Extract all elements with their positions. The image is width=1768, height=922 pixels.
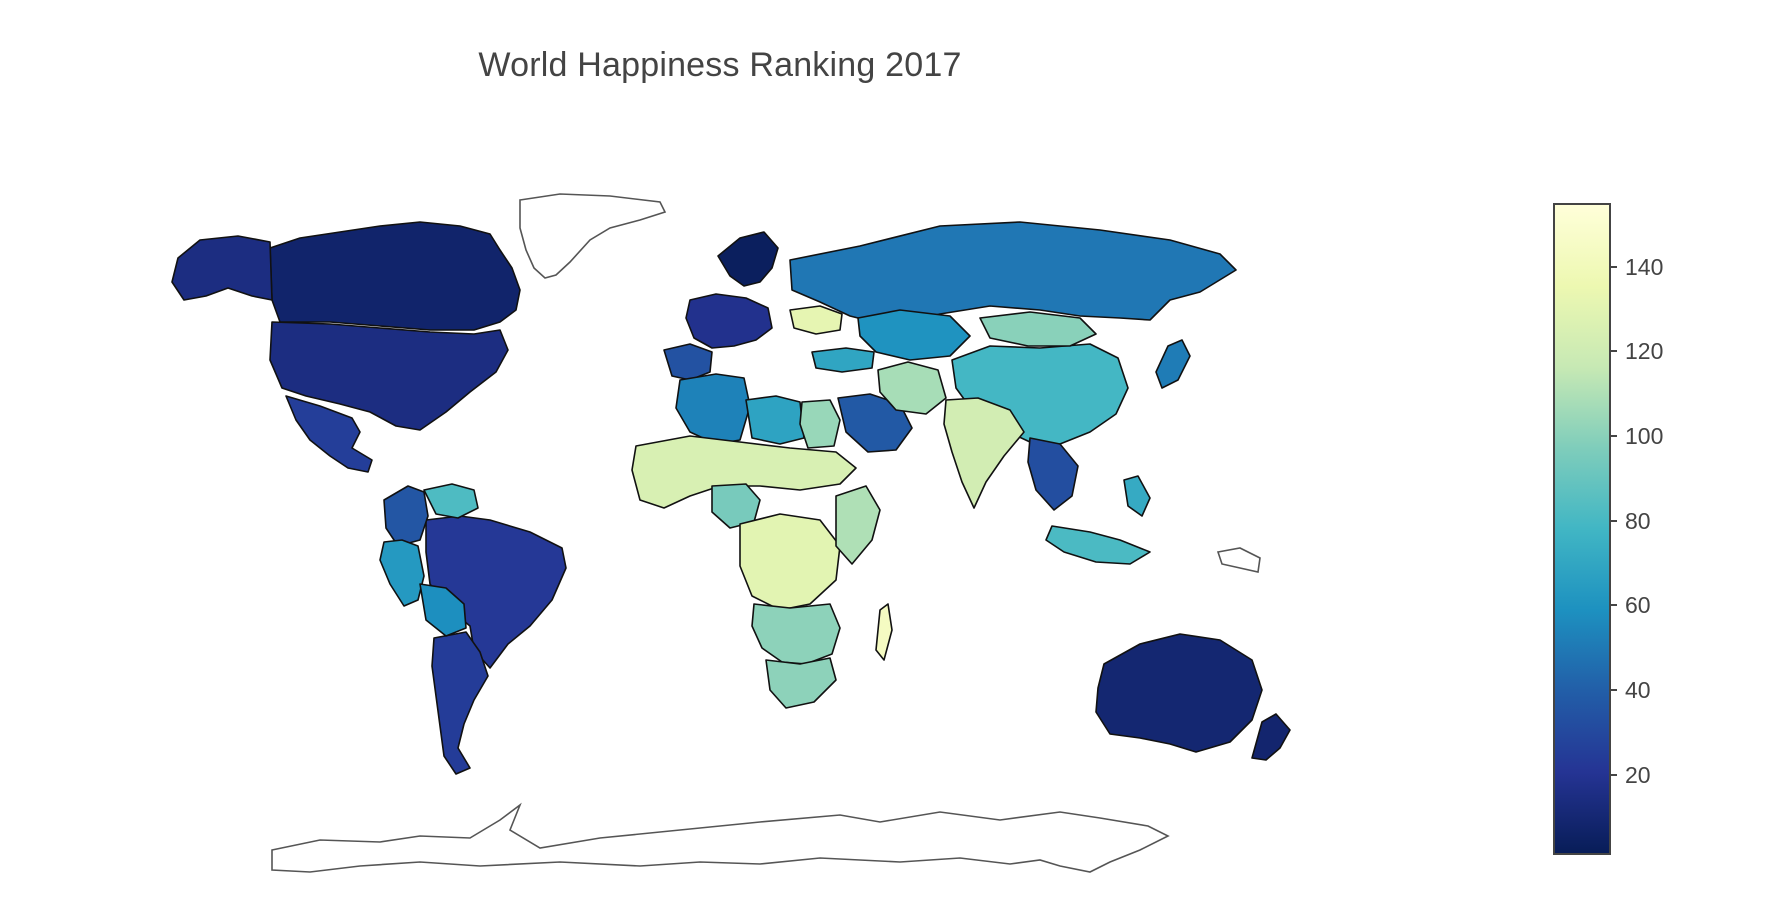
region-scandinavia[interactable]: [717, 231, 779, 287]
colorbar-tick: 20: [1611, 763, 1711, 787]
region-alaska[interactable]: [171, 235, 273, 301]
colorbar: [1553, 203, 1611, 855]
region-sahel[interactable]: [631, 435, 857, 509]
region-southern-africa[interactable]: [751, 603, 841, 665]
region-peru[interactable]: [379, 539, 425, 607]
colorbar-tick-label: 60: [1625, 592, 1651, 619]
colorbar-tick-mark: [1611, 265, 1617, 268]
colorbar-tick: 140: [1611, 255, 1711, 279]
region-saudi-arabia[interactable]: [837, 393, 913, 453]
colorbar-tick-label: 140: [1625, 253, 1664, 280]
chart-title: World Happiness Ranking 2017: [478, 46, 962, 84]
region-western-europe[interactable]: [685, 293, 773, 349]
region-mongolia[interactable]: [979, 311, 1097, 347]
colorbar-tick: 100: [1611, 424, 1711, 448]
unranked-antarctica: [271, 802, 1170, 873]
unranked-greenland: [519, 193, 667, 279]
colorbar-tick-mark: [1611, 434, 1617, 437]
colorbar-tick: 40: [1611, 678, 1711, 702]
region-russia[interactable]: [789, 221, 1237, 327]
region-india[interactable]: [943, 397, 1025, 509]
colorbar-tick-label: 80: [1625, 507, 1651, 534]
colorbar-tick: 60: [1611, 593, 1711, 617]
region-argentina[interactable]: [431, 631, 489, 775]
region-venezuela[interactable]: [423, 483, 479, 519]
region-canada[interactable]: [269, 221, 521, 331]
region-japan[interactable]: [1155, 339, 1191, 389]
region-new-zealand[interactable]: [1251, 713, 1291, 761]
region-kazakhstan[interactable]: [857, 309, 971, 361]
colorbar-tick: 80: [1611, 509, 1711, 533]
region-east-africa[interactable]: [835, 485, 881, 565]
unranked-papua-new-guinea: [1216, 547, 1261, 573]
region-indonesia[interactable]: [1045, 525, 1151, 565]
region-turkey[interactable]: [811, 347, 875, 373]
region-united-states[interactable]: [269, 321, 509, 431]
region-egypt[interactable]: [799, 399, 841, 449]
region-algeria[interactable]: [675, 373, 751, 445]
region-philippines[interactable]: [1123, 475, 1151, 517]
colorbar-tick-label: 100: [1625, 422, 1664, 449]
colorbar-tick-mark: [1611, 688, 1617, 691]
colorbar-tick-label: 40: [1625, 676, 1651, 703]
colorbar-tick-mark: [1611, 773, 1617, 776]
region-madagascar[interactable]: [875, 603, 893, 661]
colorbar-ticks: 20 40 60 80 100 120 140: [1611, 203, 1711, 855]
region-iran[interactable]: [877, 361, 947, 415]
region-bolivia[interactable]: [419, 583, 467, 637]
region-colombia[interactable]: [383, 485, 429, 547]
region-central-africa[interactable]: [739, 513, 841, 611]
colorbar-tick: 120: [1611, 339, 1711, 363]
colorbar-tick-mark: [1611, 350, 1617, 353]
region-southeast-asia[interactable]: [1027, 437, 1079, 511]
colorbar-tick-mark: [1611, 519, 1617, 522]
colorbar-tick-mark: [1611, 604, 1617, 607]
region-ukraine[interactable]: [789, 305, 843, 335]
colorbar-tick-label: 20: [1625, 761, 1651, 788]
region-iberia[interactable]: [663, 343, 713, 381]
region-australia[interactable]: [1095, 633, 1263, 753]
region-libya[interactable]: [745, 395, 805, 445]
colorbar-tick-label: 120: [1625, 338, 1664, 365]
region-mexico[interactable]: [285, 395, 373, 473]
region-south-africa[interactable]: [765, 657, 837, 709]
